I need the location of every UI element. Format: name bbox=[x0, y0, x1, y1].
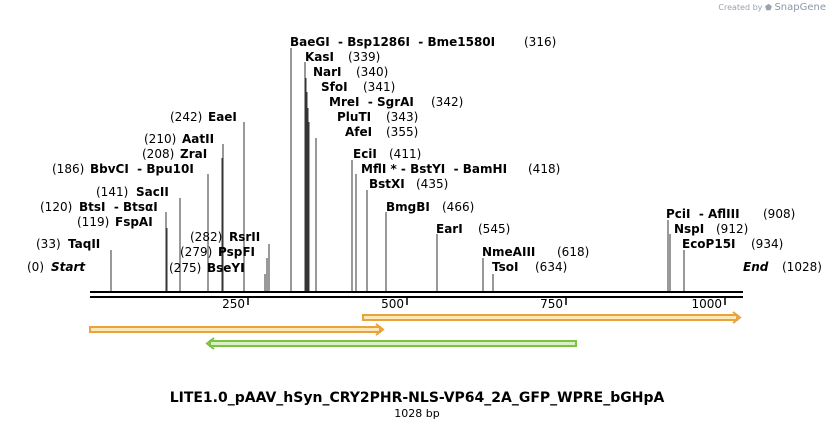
site-position: (316) bbox=[524, 35, 556, 49]
site-position: (33) bbox=[36, 237, 61, 251]
site-position: (912) bbox=[716, 222, 748, 236]
site-position: (466) bbox=[442, 200, 474, 214]
tick-label: 1000 bbox=[691, 297, 722, 311]
site-position: (634) bbox=[535, 260, 567, 274]
site-position: (411) bbox=[389, 147, 421, 161]
orange-forward-feature[interactable] bbox=[89, 323, 385, 336]
site-position: (355) bbox=[386, 125, 418, 139]
site-position: (339) bbox=[348, 50, 380, 64]
site-position: (282) bbox=[190, 230, 222, 244]
site-name: AatII bbox=[182, 132, 214, 146]
site-name: EcoP15I bbox=[682, 237, 736, 251]
site-position: (119) bbox=[77, 215, 109, 229]
tick-label: 250 bbox=[222, 297, 245, 311]
site-name: RsrII bbox=[229, 230, 260, 244]
site-name: NspI bbox=[674, 222, 704, 236]
site-labels: (0) Start (33) TaqII (120) BtsI - BtsαI … bbox=[27, 35, 822, 275]
site-position: (279) bbox=[180, 245, 212, 259]
site-name: SacII bbox=[136, 185, 169, 199]
map-title: LITE1.0_pAAV_hSyn_CRY2PHR-NLS-VP64_2A_GF… bbox=[169, 390, 665, 406]
snapgene-logo-icon: ⬟ bbox=[764, 3, 772, 12]
site-name: BtsI - BtsαI bbox=[79, 200, 158, 214]
site-name: Start bbox=[51, 260, 86, 274]
site-name: TaqII bbox=[68, 237, 100, 251]
credit-brand: SnapGene bbox=[774, 2, 826, 13]
site-position: (1028) bbox=[782, 260, 822, 274]
site-name: PspFI bbox=[218, 245, 255, 259]
sequence-map: 250 500 750 1000 bbox=[27, 35, 822, 350]
snapgene-credit: Created by ⬟ SnapGene bbox=[718, 2, 826, 13]
site-name: End bbox=[743, 260, 769, 274]
site-position: (340) bbox=[356, 65, 388, 79]
site-name: TsoI bbox=[492, 260, 518, 274]
site-name: BstXI bbox=[369, 177, 405, 191]
site-name: EarI bbox=[436, 222, 463, 236]
site-position: (618) bbox=[557, 245, 589, 259]
site-name: FspAI bbox=[115, 215, 153, 229]
site-name: AfeI bbox=[345, 125, 372, 139]
tick-label: 500 bbox=[381, 297, 404, 311]
site-position: (0) bbox=[27, 260, 44, 274]
features bbox=[89, 311, 742, 350]
site-name: NmeAIII bbox=[482, 245, 535, 259]
orange-forward-feature[interactable] bbox=[362, 311, 742, 324]
site-position: (342) bbox=[431, 95, 463, 109]
scale-ticks: 250 500 750 1000 bbox=[222, 297, 726, 311]
site-position: (908) bbox=[763, 207, 795, 221]
site-name: EciI bbox=[353, 147, 377, 161]
site-position: (435) bbox=[416, 177, 448, 191]
site-position: (186) bbox=[52, 162, 84, 176]
site-name: BseYI bbox=[207, 261, 245, 275]
site-position: (545) bbox=[478, 222, 510, 236]
site-position: (208) bbox=[142, 147, 174, 161]
site-position: (341) bbox=[363, 80, 395, 94]
backbone bbox=[90, 291, 743, 298]
site-name: BmgBI bbox=[386, 200, 430, 214]
site-name: MflI * - BstYI - BamHI bbox=[361, 162, 507, 176]
site-position: (120) bbox=[40, 200, 72, 214]
site-name: KasI bbox=[305, 50, 334, 64]
tick-label: 750 bbox=[540, 297, 563, 311]
sequence-length: 1028 bp bbox=[394, 407, 440, 420]
site-name: BaeGI - Bsp1286I - Bme1580I bbox=[290, 35, 495, 49]
site-name: NarI bbox=[313, 65, 342, 79]
site-name: ZraI bbox=[180, 147, 207, 161]
site-position: (141) bbox=[96, 185, 128, 199]
site-name: PluTI bbox=[337, 110, 371, 124]
site-position: (275) bbox=[169, 261, 201, 275]
site-position: (343) bbox=[386, 110, 418, 124]
credit-prefix: Created by bbox=[718, 3, 763, 12]
site-position: (934) bbox=[751, 237, 783, 251]
site-name: PciI - AflIII bbox=[666, 207, 740, 221]
site-name: EaeI bbox=[208, 110, 237, 124]
green-reverse-feature[interactable] bbox=[205, 337, 577, 350]
site-name: MreI - SgrAI bbox=[329, 95, 414, 109]
site-name: SfoI bbox=[321, 80, 348, 94]
site-position: (242) bbox=[170, 110, 202, 124]
site-name: BbvCI - Bpu10I bbox=[90, 162, 194, 176]
site-position: (210) bbox=[144, 132, 176, 146]
site-position: (418) bbox=[528, 162, 560, 176]
site-lines bbox=[110, 48, 685, 292]
